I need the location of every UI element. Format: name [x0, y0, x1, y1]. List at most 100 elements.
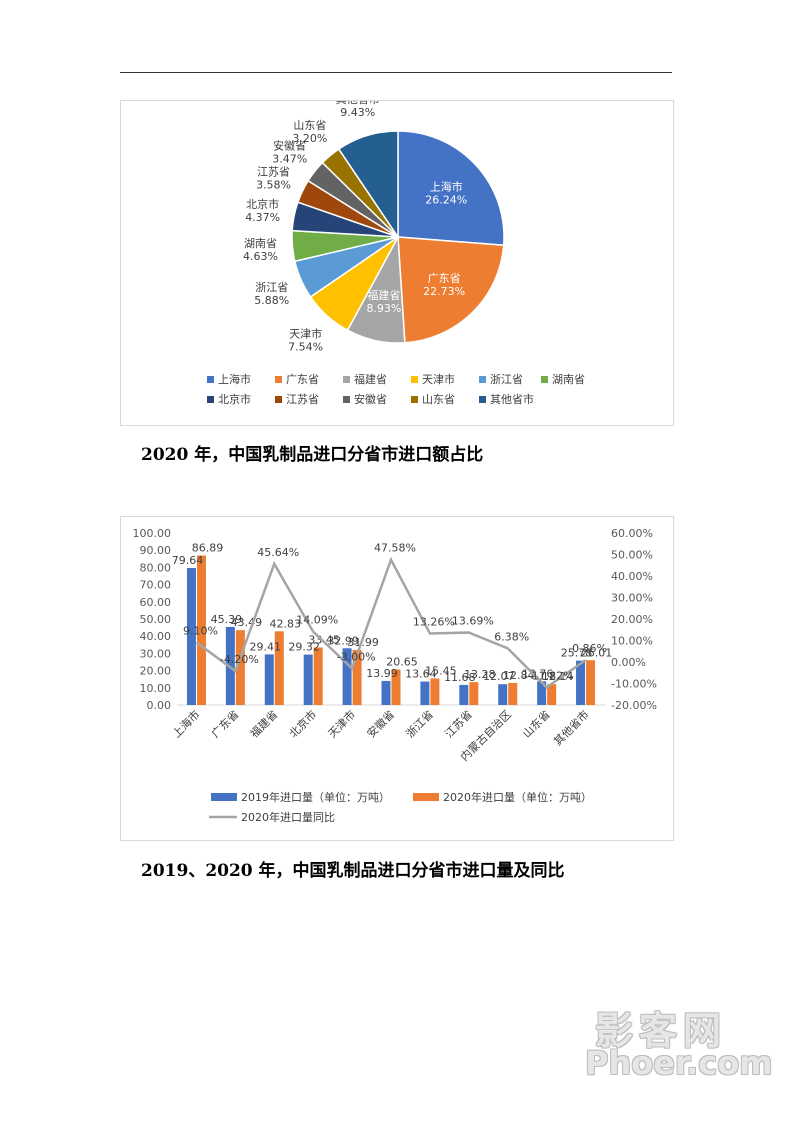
pie-legend-label: 福建省 — [354, 372, 387, 386]
pie-legend-label: 浙江省 — [490, 373, 523, 386]
pie-label-value: 4.63% — [243, 250, 278, 263]
bar-2020 — [313, 647, 323, 705]
bar-2020 — [352, 649, 362, 705]
legend-swatch-2019 — [211, 793, 237, 801]
x-category-label: 天津市 — [325, 707, 358, 740]
x-category-label: 浙江省 — [404, 708, 437, 741]
bar-2019-label: 13.99 — [366, 667, 398, 680]
bar-line-chart-frame: 0.00 10.00 20.00 30.00 40.00 50.00 60.00 70.00 8… — [120, 516, 674, 841]
pie-legend-label: 北京市 — [218, 392, 251, 406]
pie-label-name: 安徽省 — [273, 138, 306, 152]
y-left-tick-label: 100.00 — [133, 527, 172, 540]
x-category-label: 其他省市 — [551, 707, 592, 748]
bar-2020-label: 86.89 — [192, 542, 224, 555]
pie-label-name: 浙江省 — [255, 281, 288, 294]
y-right-tick-label: -10.00% — [611, 678, 657, 691]
bar-2019 — [303, 654, 313, 705]
x-category-label: 上海市 — [169, 707, 202, 740]
bar-2019 — [537, 681, 547, 705]
y-left-tick-label: 80.00 — [140, 561, 172, 574]
bar-2019-label: 32.99 — [327, 634, 359, 647]
pie-label-name: 湖南省 — [244, 237, 277, 250]
bar-2019 — [459, 684, 469, 705]
y-right-tick-label: 40.00% — [611, 570, 653, 583]
pie-label-value: 3.58% — [256, 178, 291, 191]
bar-chart-caption: 2019、2020 年，中国乳制品进口分省市进口量及同比 — [141, 861, 565, 881]
y-left-tick-label: 20.00 — [140, 665, 172, 678]
pie-legend-label: 天津市 — [422, 372, 455, 386]
pie-label-value: 3.20% — [292, 132, 327, 145]
bar-2020-label: 15.45 — [425, 664, 457, 677]
pie-legend-swatch — [275, 396, 282, 403]
pie-label-name: 广东省 — [428, 272, 461, 285]
bar-2020 — [547, 684, 557, 705]
bar-2020-label: 13.28 — [464, 668, 496, 681]
pie-chart: 上海市26.24%广东省22.73%福建省8.93%天津市7.54%浙江省5.8… — [207, 92, 585, 406]
pie-label-name: 福建省 — [367, 288, 400, 302]
pie-slice — [337, 130, 399, 240]
y-right-tick-label: 30.00% — [611, 592, 653, 605]
bar-2019 — [576, 660, 586, 705]
yoy-line — [195, 556, 587, 690]
pie-chart-caption: 2020 年，中国乳制品进口分省市进口额占比 — [141, 445, 484, 465]
yoy-point-label: 14.09% — [296, 614, 338, 627]
watermark-bottom: Phoer.com — [585, 1044, 773, 1082]
pie-label-value: 9.43% — [340, 106, 375, 119]
bar-2020-label: 12.84 — [503, 669, 535, 682]
pie-legend-swatch — [411, 376, 418, 383]
pie-legend-label: 安徽省 — [354, 392, 387, 406]
yoy-point-label: 0.86% — [572, 642, 607, 655]
x-category-label: 北京市 — [286, 707, 319, 740]
pie-legend-swatch — [275, 376, 282, 383]
y-left-tick-label: 90.00 — [140, 544, 172, 557]
yoy-point-label: -11.82% — [528, 669, 574, 682]
bar-2019 — [381, 680, 391, 705]
pie-label-value: 7.54% — [288, 341, 323, 354]
y-right-tick-label: 60.00% — [611, 527, 653, 540]
bar-2020 — [274, 631, 284, 705]
y-left-tick-label: 30.00 — [140, 647, 172, 660]
bar-2020-label: 20.65 — [386, 655, 418, 668]
bar-2020-label: 31.99 — [347, 636, 379, 649]
bar-2020 — [235, 630, 245, 705]
bar-2020 — [196, 555, 206, 705]
y-left-tick-label: 60.00 — [140, 596, 172, 609]
watermark-logo: 影客网 Phoer.com — [585, 1000, 773, 1084]
x-category-label: 广东省 — [209, 708, 242, 741]
pie-legend-label: 其他省市 — [490, 392, 534, 406]
pie-label-value: 8.93% — [366, 302, 401, 315]
pie-label-value: 3.47% — [272, 152, 307, 165]
pie-label-value: 22.73% — [423, 285, 465, 298]
y-right-tick-label: 50.00% — [611, 549, 653, 562]
bar-2020-label: 42.83 — [270, 617, 302, 630]
pie-label-name: 江苏省 — [257, 165, 290, 178]
x-category-label: 福建省 — [247, 707, 280, 740]
bar-2019-label: 25.78 — [561, 647, 593, 660]
header-rule — [120, 72, 672, 73]
bar-2019 — [342, 648, 352, 705]
x-category-label: 山东省 — [520, 708, 553, 741]
pie-legend-label: 湖南省 — [552, 373, 585, 386]
y-right-tick-label: -20.00% — [611, 699, 657, 712]
y-left-tick-label: 40.00 — [140, 630, 172, 643]
pie-label-name: 上海市 — [430, 179, 463, 193]
legend-label-2019: 2019年进口量（单位：万吨） — [241, 790, 390, 804]
bar-2019 — [498, 684, 508, 705]
x-category-label: 江苏省 — [442, 708, 475, 741]
pie-legend-swatch — [411, 396, 418, 403]
yoy-point-label: 9.10% — [183, 624, 218, 637]
bar-2019-label: 29.41 — [250, 640, 281, 653]
bar-2019-label: 12.07 — [483, 670, 515, 683]
bar-2019-label: 13.64 — [405, 668, 437, 681]
bar-2019-label: 45.39 — [211, 613, 243, 626]
watermark-top: 影客网 — [595, 1009, 728, 1053]
pie-legend-swatch — [343, 376, 350, 383]
pie-label-value: 26.24% — [425, 193, 467, 206]
y-left-tick-label: 50.00 — [140, 613, 172, 626]
pie-slice — [397, 130, 505, 247]
yoy-point-label: 13.26% — [413, 615, 455, 628]
bar-2020 — [586, 660, 596, 705]
yoy-point-label: -3.00% — [337, 650, 376, 663]
pie-label-value: 5.88% — [254, 294, 289, 307]
bar-2020 — [391, 669, 401, 705]
